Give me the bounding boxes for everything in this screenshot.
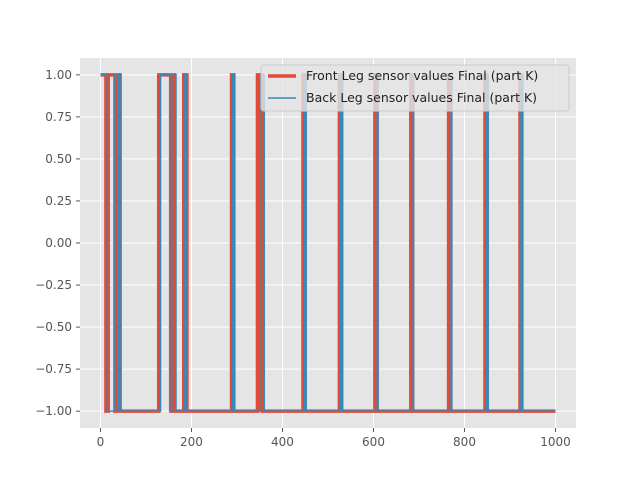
y-tick-label: 0.25 (45, 194, 72, 208)
y-tick-label: 1.00 (45, 68, 72, 82)
legend: Front Leg sensor values Final (part K) Ba… (260, 64, 570, 112)
legend-box (260, 64, 570, 112)
y-tick-label: −0.50 (35, 320, 72, 334)
x-tick-label: 1000 (540, 435, 571, 449)
y-tick-label: −1.00 (35, 404, 72, 418)
x-tick-label: 0 (97, 435, 105, 449)
legend-label: Back Leg sensor values Final (part K) (306, 90, 537, 105)
y-tick-label: −0.25 (35, 278, 72, 292)
back-leg-series-line (100, 74, 556, 412)
y-tick-label: 0.75 (45, 110, 72, 124)
x-tick-label: 400 (271, 435, 294, 449)
x-tick-label: 200 (180, 435, 203, 449)
x-axis-ticks: 0 200 400 600 800 1000 (97, 428, 571, 449)
y-tick-label: 0.50 (45, 152, 72, 166)
y-axis-ticks: 1.00 0.75 0.50 0.25 0.00 −0.25 −0.50 −0.75 −1.00 (35, 68, 80, 418)
x-tick-label: 800 (453, 435, 476, 449)
y-tick-label: −0.75 (35, 362, 72, 376)
x-tick-label: 600 (362, 435, 385, 449)
y-tick-label: 0.00 (45, 236, 72, 250)
front-leg-series-line (100, 73, 556, 413)
legend-label: Front Leg sensor values Final (part K) (306, 68, 538, 83)
series-lines (100, 73, 556, 413)
